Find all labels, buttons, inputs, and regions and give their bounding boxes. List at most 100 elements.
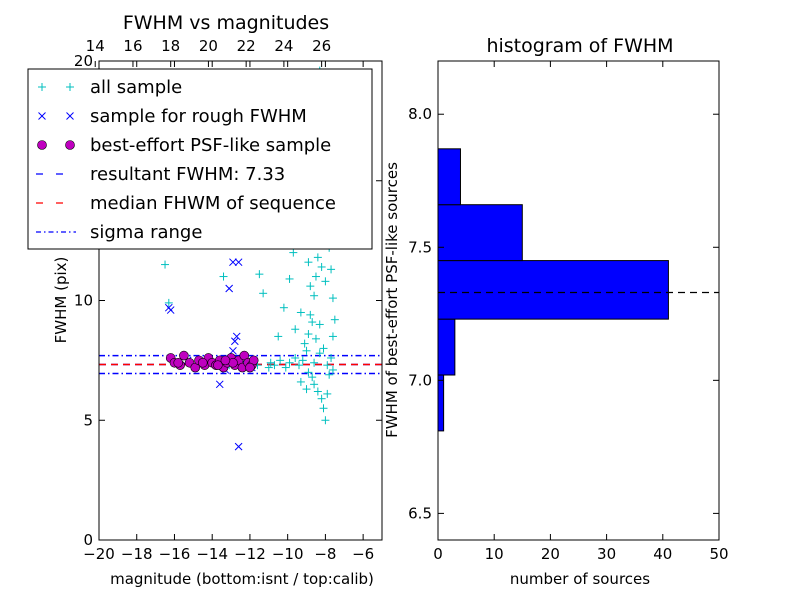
legend-entry: sigma range (36, 222, 202, 243)
all-sample-point (306, 282, 315, 291)
histogram-x-tick-label: 10 (485, 545, 504, 563)
all-sample-point (285, 274, 294, 283)
all-sample-point (291, 353, 300, 362)
all-sample-point (321, 277, 330, 286)
legend-label: best-effort PSF-like sample (90, 135, 331, 156)
scatter-x-tick-label: −14 (196, 545, 228, 563)
all-sample-point (294, 361, 303, 370)
legend-entry: median FHWM of sequence (36, 193, 336, 214)
all-sample-point (315, 349, 324, 358)
all-sample-point (319, 344, 328, 353)
all-sample-point (310, 358, 319, 367)
histogram-y-tick-label: 7.5 (408, 238, 432, 256)
all-sample-point (161, 260, 170, 269)
histogram-y-tick-label: 7.0 (408, 371, 432, 389)
scatter-x-tick-label: −12 (234, 545, 266, 563)
rough-fwhm-point (166, 306, 175, 314)
all-sample-point (311, 272, 320, 281)
all-sample-point (308, 373, 317, 382)
scatter-x-tick-label: −18 (121, 545, 153, 563)
scatter-top-tick-label: 20 (199, 37, 218, 55)
scatter-y-tick-label: 10 (74, 292, 93, 310)
rough-fwhm-point (225, 284, 234, 293)
scatter-x-axis-label: magnitude (bottom:isnt / top:calib) (110, 570, 374, 588)
rough-fwhm-point (229, 258, 237, 267)
rough-fwhm-point (215, 380, 224, 389)
histogram-y-tick-label: 8.0 (408, 105, 432, 123)
all-sample-point (306, 310, 315, 319)
legend-label: median FHWM of sequence (90, 193, 336, 214)
rough-fwhm-point (234, 258, 243, 267)
histogram-bar (437, 318, 456, 376)
all-sample-point (319, 404, 328, 413)
legend-marker (37, 140, 47, 150)
all-sample-point (323, 389, 332, 398)
legend-marker (38, 112, 46, 120)
legend-box (27, 68, 373, 250)
all-sample-point (281, 363, 290, 372)
all-sample-point (279, 303, 288, 312)
histogram-title: histogram of FWHM (486, 35, 673, 57)
all-sample-point (310, 291, 319, 300)
scatter-x-tick-label: −10 (272, 545, 304, 563)
histogram-bar (437, 260, 669, 320)
histogram-bar (437, 148, 461, 206)
rough-fwhm-point (234, 442, 243, 451)
all-sample-point (327, 265, 336, 274)
all-sample-point (259, 289, 268, 298)
histogram-x-tick-label: 50 (709, 545, 728, 563)
all-sample-point (325, 370, 334, 379)
scatter-y-tick-label: 0 (83, 531, 93, 549)
all-sample-point (276, 356, 285, 365)
all-sample-point (296, 308, 305, 317)
all-sample-point (327, 353, 336, 362)
legend-label: all sample (90, 77, 182, 98)
psf-sample-point (213, 360, 223, 370)
all-sample-point (304, 258, 313, 267)
all-sample-point (296, 377, 305, 386)
histogram-y-axis-label: FWHM of best-effort PSF-like sources (383, 162, 401, 438)
all-sample-point (315, 320, 324, 329)
all-sample-point (304, 368, 313, 377)
all-sample-point (317, 262, 326, 271)
all-sample-point (164, 298, 173, 307)
scatter-x-tick-label: −6 (352, 545, 374, 563)
all-sample-point (289, 248, 298, 257)
legend-entry: all sample (38, 77, 182, 98)
all-sample-point (317, 394, 326, 403)
all-sample-point (302, 385, 311, 394)
scatter-top-tick-label: 14 (86, 37, 105, 55)
all-sample-point (274, 332, 283, 341)
legend-marker (66, 112, 74, 120)
scatter-x-tick-label: −8 (314, 545, 336, 563)
all-sample-point (311, 334, 320, 343)
all-sample-point (328, 365, 337, 374)
scatter-x-tick-label: −20 (83, 545, 115, 563)
all-sample-point (300, 339, 309, 348)
rough-fwhm-point (230, 337, 239, 346)
legend-marker (66, 83, 74, 91)
scatter-y-axis-label: FWHM (pix) (52, 257, 70, 344)
scatter-top-tick-label: 26 (312, 37, 331, 55)
all-sample-point (304, 330, 313, 339)
rough-fwhm-point (232, 332, 241, 341)
scatter-top-tick-label: 24 (274, 37, 293, 55)
all-sample-point (285, 358, 294, 367)
scatter-top-tick-label: 22 (237, 37, 256, 55)
psf-sample-point (179, 350, 189, 361)
histogram-y-tick-label: 6.5 (408, 504, 432, 522)
psf-sample-point (220, 355, 231, 366)
all-sample-point (298, 356, 307, 365)
scatter-title: FWHM vs magnitudes (123, 12, 329, 34)
all-sample-point (219, 272, 228, 281)
all-sample-point (270, 361, 279, 370)
all-sample-point (310, 380, 319, 389)
histogram-plot-frame (437, 60, 720, 541)
all-sample-point (328, 294, 337, 303)
psf-sample-point (197, 357, 208, 368)
scatter-x-tick-label: −16 (159, 545, 191, 563)
rough-fwhm-point (229, 346, 237, 355)
legend-label: resultant FWHM: 7.33 (90, 164, 285, 185)
